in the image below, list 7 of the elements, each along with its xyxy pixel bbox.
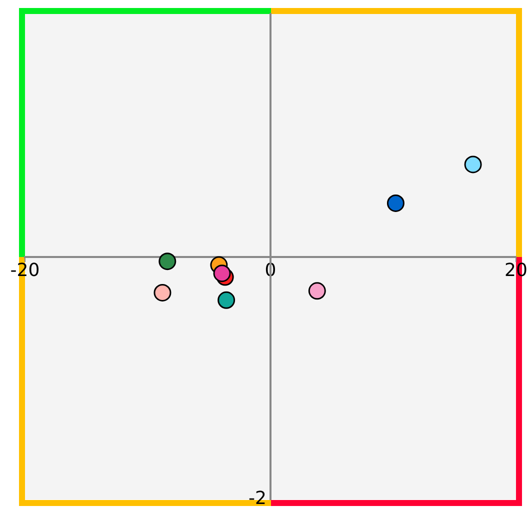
point <box>158 252 176 270</box>
point <box>218 291 236 309</box>
point <box>386 194 404 212</box>
point <box>154 284 172 302</box>
point <box>464 156 482 174</box>
point <box>308 282 326 300</box>
point <box>213 264 231 282</box>
